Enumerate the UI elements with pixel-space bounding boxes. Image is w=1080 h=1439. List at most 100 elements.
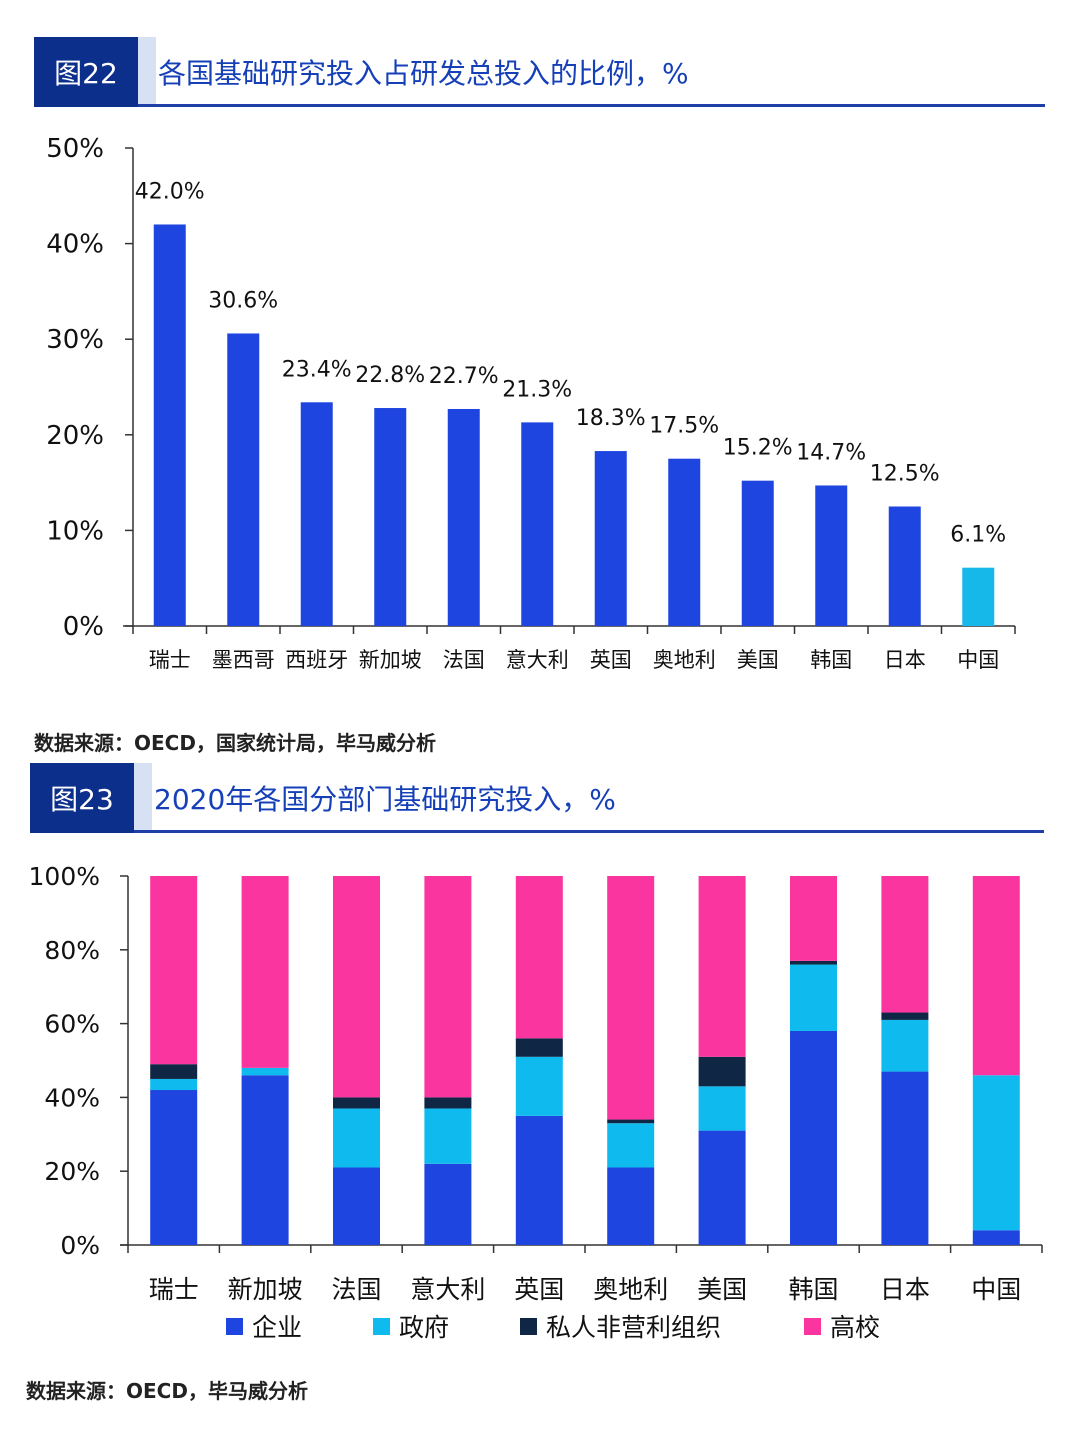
bar-segment (424, 1163, 472, 1245)
bar (962, 567, 995, 626)
data-label: 42.0% (135, 179, 205, 204)
bar-segment (972, 876, 1020, 1076)
bar (300, 402, 333, 626)
y-tick-label: 80% (44, 936, 100, 965)
bar (815, 485, 848, 626)
bar-segment (150, 1090, 198, 1245)
legend-label: 政府 (399, 1313, 449, 1342)
bar-segment (333, 1108, 380, 1168)
bar (668, 458, 701, 626)
bar-segment (150, 1078, 198, 1091)
bar-segment (515, 1115, 563, 1245)
x-tick-label: 新加坡 (228, 1275, 303, 1304)
bar (521, 422, 554, 626)
y-tick-label: 20% (46, 421, 104, 451)
y-tick-label: 0% (63, 612, 104, 642)
bar-segment (698, 1086, 746, 1131)
bar (227, 333, 260, 626)
figure-23-rule (134, 830, 1044, 833)
x-tick-label: 奥地利 (653, 648, 716, 672)
x-tick-label: 奥地利 (593, 1275, 668, 1304)
x-tick-label: 韩国 (788, 1275, 838, 1304)
bar-segment (972, 1075, 1020, 1231)
y-tick-label: 0% (60, 1231, 100, 1260)
legend-swatch (373, 1318, 390, 1335)
bar-segment (150, 876, 198, 1065)
bar-segment (790, 876, 837, 961)
bar-segment (241, 876, 289, 1068)
x-tick-label: 日本 (884, 648, 926, 672)
bar-segment (424, 1097, 472, 1109)
figure-23-tag-shade (134, 763, 152, 833)
x-tick-label: 法国 (331, 1275, 381, 1304)
y-tick-label: 60% (44, 1010, 100, 1039)
bar-segment (881, 876, 929, 1013)
legend-label: 高校 (830, 1313, 880, 1342)
bar-segment (698, 876, 746, 1057)
bar-segment (241, 1067, 289, 1076)
y-tick-label: 100% (29, 862, 100, 891)
bar-segment (698, 1056, 746, 1087)
x-tick-label: 瑞士 (149, 648, 191, 672)
figure-22-rule (138, 104, 1045, 107)
data-label: 30.6% (208, 288, 278, 313)
bar-segment (333, 876, 380, 1098)
bar-segment (607, 1119, 655, 1124)
bar (594, 451, 627, 626)
bar (888, 506, 921, 626)
figure-22-tag-shade (138, 37, 156, 107)
x-tick-label: 日本 (880, 1275, 930, 1304)
bar-segment (881, 1012, 929, 1020)
x-tick-label: 英国 (590, 648, 632, 672)
x-tick-label: 瑞士 (149, 1275, 199, 1304)
bar-segment (607, 1123, 655, 1168)
legend-label: 企业 (252, 1313, 302, 1342)
figure-23-source: 数据来源：OECD，毕马威分析 (26, 1379, 308, 1403)
x-tick-label: 西班牙 (285, 648, 348, 672)
data-label: 6.1% (950, 523, 1006, 548)
x-tick-label: 英国 (514, 1275, 564, 1304)
bar-segment (424, 1108, 472, 1164)
bar (741, 480, 774, 626)
bar-segment (515, 1056, 563, 1116)
x-tick-label: 美国 (737, 648, 779, 672)
figure-23-tag: 图23 (30, 763, 134, 833)
x-tick-label: 中国 (957, 648, 999, 672)
x-tick-label: 意大利 (410, 1275, 485, 1304)
bar-segment (607, 876, 655, 1120)
legend-swatch (226, 1318, 243, 1335)
y-tick-label: 50% (46, 134, 104, 164)
bar-segment (333, 1167, 380, 1245)
bar (374, 408, 407, 626)
figure-23-header: 图23 2020年各国分部门基础研究投入，% (30, 763, 1044, 833)
bar-segment (241, 1075, 289, 1245)
bar-segment (515, 876, 563, 1039)
data-label: 22.7% (429, 364, 499, 389)
data-label: 21.3% (502, 377, 572, 402)
data-label: 15.2% (723, 436, 793, 461)
x-tick-label: 新加坡 (359, 648, 422, 672)
data-label: 22.8% (355, 363, 425, 388)
y-tick-label: 10% (46, 516, 104, 546)
y-tick-label: 20% (44, 1157, 100, 1186)
bar-segment (790, 960, 837, 965)
data-label: 17.5% (649, 414, 719, 439)
y-tick-label: 40% (46, 230, 104, 260)
y-tick-label: 30% (46, 325, 104, 355)
x-tick-label: 法国 (443, 648, 485, 672)
x-tick-label: 意大利 (506, 648, 569, 672)
bar-segment (790, 964, 837, 1031)
legend-swatch (520, 1318, 537, 1335)
legend-swatch (804, 1318, 821, 1335)
bar-segment (790, 1030, 837, 1245)
bar-segment (881, 1071, 929, 1245)
data-label: 23.4% (282, 357, 352, 382)
chart-basic-research-share: 0% 10% 20% 30% 40% 50% 42.0% 瑞士 30.6% 墨西哥 23.4% 西班牙… (46, 134, 1016, 672)
x-tick-label: 韩国 (810, 648, 852, 672)
x-tick-label: 墨西哥 (212, 648, 275, 672)
bar (447, 408, 480, 626)
figure-22-title: 各国基础研究投入占研发总投入的比例，% (158, 57, 689, 90)
data-label: 12.5% (870, 462, 940, 487)
bar-segment (333, 1097, 380, 1109)
bar-segment (607, 1167, 655, 1245)
